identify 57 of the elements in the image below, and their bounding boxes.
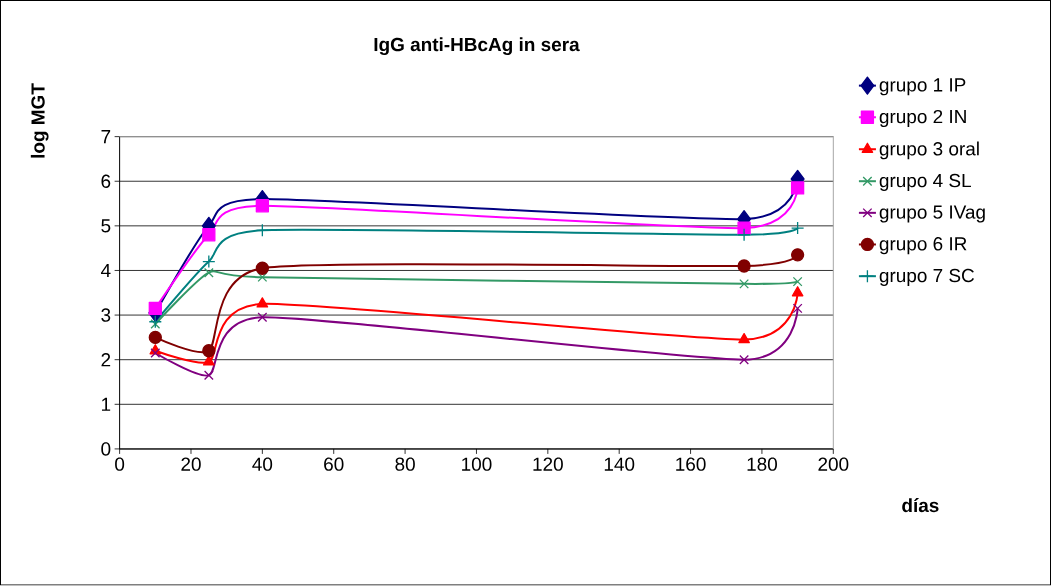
y-tick-label: 2 — [101, 353, 111, 367]
chart-title: IgG anti-HBcAg in sera — [374, 37, 580, 56]
point — [791, 286, 804, 297]
point — [150, 319, 161, 330]
point — [792, 303, 803, 314]
point — [738, 333, 750, 344]
y-tick-label: 0 — [101, 442, 111, 456]
y-tick-label: 1 — [101, 398, 111, 412]
x-tick-label: 80 — [395, 457, 415, 472]
point — [256, 297, 269, 308]
point — [150, 348, 161, 359]
point — [792, 276, 803, 287]
legend-label: grupo 7 SC — [879, 269, 975, 287]
point — [203, 370, 214, 381]
x-tick-label: 100 — [462, 457, 492, 472]
point — [739, 279, 749, 289]
legend-label: grupo 4 SL — [879, 174, 971, 192]
y-tick-label: 5 — [101, 219, 111, 233]
point — [790, 248, 805, 262]
point — [737, 259, 751, 273]
point — [739, 355, 749, 365]
x-tick-label: 120 — [533, 457, 563, 472]
point — [255, 261, 270, 276]
point — [257, 272, 268, 283]
point — [790, 181, 805, 195]
point — [790, 221, 805, 235]
point — [148, 315, 162, 329]
point — [255, 199, 270, 213]
x-tick-label: 40 — [252, 457, 273, 472]
point — [737, 228, 751, 242]
x-tick-label: 160 — [676, 457, 706, 472]
point — [203, 268, 214, 278]
legend-label: grupo 1 IP — [879, 78, 966, 96]
y-tick-label: 3 — [101, 308, 111, 323]
point — [257, 312, 268, 323]
legend-label: grupo 6 IR — [879, 237, 967, 255]
x-axis-title: días — [902, 498, 939, 513]
y-tick-label: 6 — [101, 174, 111, 189]
legend-label: grupo 2 IN — [879, 110, 966, 128]
x-tick-label: 180 — [747, 457, 777, 472]
point — [202, 255, 216, 269]
x-tick-label: 0 — [115, 457, 125, 472]
legend-label: grupo 5 IVag — [879, 205, 985, 223]
point — [202, 344, 216, 358]
x-tick-label: 60 — [324, 457, 344, 472]
x-tick-label: 20 — [181, 457, 201, 472]
y-axis-title: log MGT — [30, 83, 49, 158]
point — [202, 228, 216, 242]
y-tick-label: 4 — [100, 264, 111, 278]
x-tick-label: 140 — [604, 457, 635, 472]
point — [148, 301, 162, 316]
point — [148, 330, 162, 345]
point — [737, 221, 751, 235]
x-tick-label: 200 — [818, 457, 849, 472]
point — [255, 223, 270, 238]
legend-label: grupo 3 oral — [879, 141, 979, 160]
y-tick-label: 7 — [101, 130, 111, 144]
